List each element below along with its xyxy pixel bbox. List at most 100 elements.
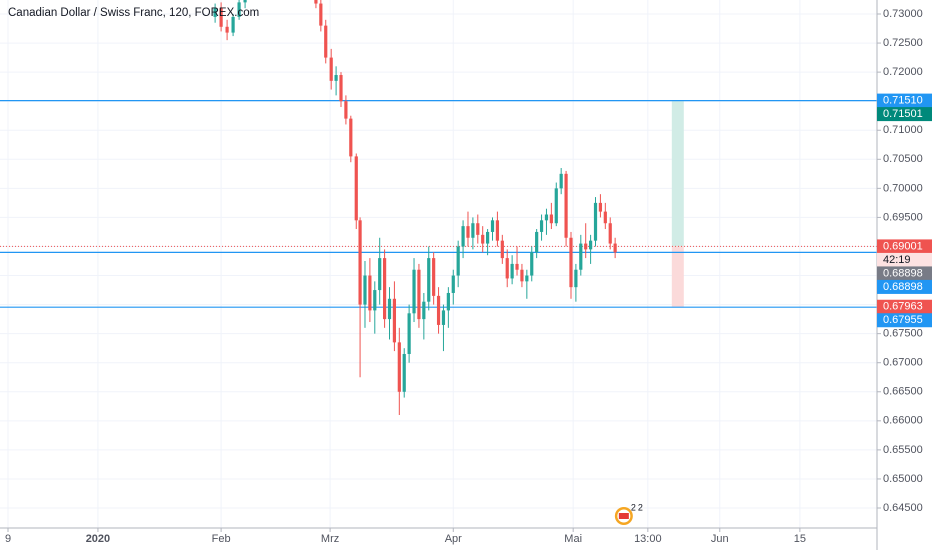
candle-body: [589, 240, 593, 250]
x-tick-label: Feb: [212, 533, 231, 545]
x-tick-label: Apr: [445, 533, 462, 545]
candle-body: [231, 16, 235, 33]
candle-body: [427, 258, 431, 302]
price-label: 0.68898: [883, 281, 923, 293]
candle-body: [219, 8, 223, 27]
candle-body: [598, 202, 603, 212]
candle-body: [510, 263, 514, 279]
position-loss-zone: [671, 246, 684, 307]
x-tick-label: Mrz: [321, 533, 339, 545]
candle-body: [383, 258, 387, 320]
candle-body: [368, 275, 372, 311]
candle-body: [495, 220, 500, 241]
candle-body: [530, 252, 534, 276]
price-label: 0.68898: [883, 267, 923, 279]
candle-body: [407, 313, 411, 354]
y-tick-label: 0.67500: [883, 328, 923, 340]
price-label: 0.69001: [883, 240, 923, 252]
y-tick-label: 0.66500: [883, 386, 923, 398]
candle-body: [412, 269, 416, 314]
candle-body: [446, 292, 450, 311]
price-label-box: [877, 279, 932, 294]
candle-body: [466, 226, 470, 238]
candle-body: [422, 301, 426, 320]
candle-body: [432, 258, 436, 296]
candle-body: [402, 353, 406, 392]
candle-body: [456, 246, 460, 276]
candle-body: [593, 202, 598, 241]
candle-body: [564, 173, 568, 238]
candle-body: [329, 57, 333, 81]
candle-body: [339, 75, 343, 102]
x-tick-label: 2020: [86, 533, 110, 545]
grid: [0, 0, 877, 528]
price-label-box: [877, 266, 932, 281]
candle-body: [500, 240, 504, 259]
y-tick-label: 0.73000: [883, 8, 923, 20]
candle-body: [486, 231, 490, 244]
candle-body: [354, 156, 358, 221]
candle-body: [579, 243, 583, 270]
candle-body: [344, 101, 348, 119]
candle-body: [378, 258, 382, 291]
x-tick-label: 13:00: [634, 533, 662, 545]
candle-body: [363, 275, 367, 305]
candle-body: [535, 231, 539, 253]
candle-body: [613, 243, 617, 253]
candle-body: [569, 237, 573, 288]
price-label: 0.67955: [883, 314, 923, 326]
candle-body: [225, 26, 229, 33]
candle-body: [515, 263, 519, 270]
y-tick-label: 0.64500: [883, 502, 923, 514]
candle-body: [243, 0, 247, 3]
candle-body: [451, 275, 455, 293]
y-tick-label: 0.67000: [883, 357, 923, 369]
candle-body: [358, 220, 362, 305]
y-tick-label: 0.72000: [883, 66, 923, 78]
candle-body: [397, 342, 401, 392]
candle-body: [471, 223, 475, 238]
candle-body: [461, 226, 465, 247]
y-tick-label: 0.65000: [883, 473, 923, 485]
price-label-box: [877, 107, 932, 122]
x-tick-label: Jun: [711, 533, 729, 545]
candle-body: [584, 243, 588, 250]
axes: 0.64500 0.65000 0.65500 0.66000 0.66500 0.670…: [5, 8, 932, 545]
candle-body: [490, 220, 495, 232]
candle-body: [539, 220, 544, 232]
position-profit-zone: [671, 100, 684, 247]
x-tick-label: 15: [794, 533, 806, 545]
candle-body: [559, 173, 563, 189]
x-tick-label: Mai: [564, 533, 582, 545]
event-count: 2: [638, 502, 643, 512]
price-label-box: [877, 252, 932, 267]
y-tick-label: 0.69500: [883, 211, 923, 223]
candle-body: [314, 0, 318, 4]
candle-body: [324, 25, 328, 58]
candle-body: [505, 258, 509, 279]
candle-body: [319, 3, 323, 26]
price-label: 42:19: [883, 254, 911, 266]
candle-body: [213, 8, 217, 17]
y-tick-label: 0.66000: [883, 415, 923, 427]
candle-body: [387, 298, 392, 320]
y-tick-label: 0.70000: [883, 182, 923, 194]
candle-body: [544, 214, 549, 221]
flag-red: [618, 513, 629, 519]
candle-body: [525, 275, 529, 282]
price-label-box: [877, 239, 932, 254]
event-count: 2: [631, 502, 636, 512]
candle-body: [334, 75, 338, 81]
price-label-box: [877, 93, 932, 108]
candle-body: [574, 269, 578, 288]
y-tick-label: 0.65500: [883, 444, 923, 456]
candle-body: [417, 269, 421, 320]
candle-body: [349, 118, 353, 157]
y-tick-label: 0.72500: [883, 37, 923, 49]
price-label: 0.67963: [883, 301, 923, 313]
candle-body: [436, 295, 441, 325]
chart-title: Canadian Dollar / Swiss Franc, 120, FORE…: [8, 7, 259, 19]
candle-body: [603, 211, 607, 224]
